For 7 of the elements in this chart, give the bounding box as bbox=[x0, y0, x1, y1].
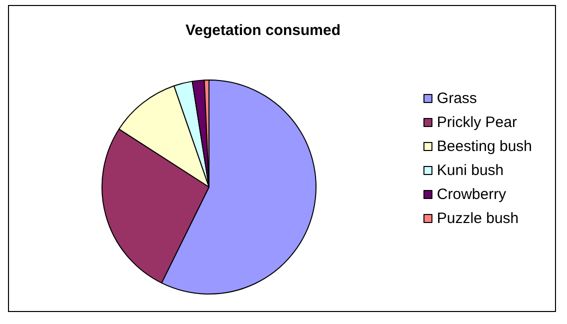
legend-label: Grass bbox=[436, 90, 477, 107]
legend-label: Prickly Pear bbox=[436, 114, 517, 131]
chart-title: Vegetation consumed bbox=[185, 22, 341, 39]
legend-label: Crowberry bbox=[436, 186, 507, 203]
legend-label: Kuni bush bbox=[436, 162, 504, 179]
legend-label: Puzzle bush bbox=[436, 210, 519, 227]
legend-label: Beesting bush bbox=[436, 138, 532, 155]
